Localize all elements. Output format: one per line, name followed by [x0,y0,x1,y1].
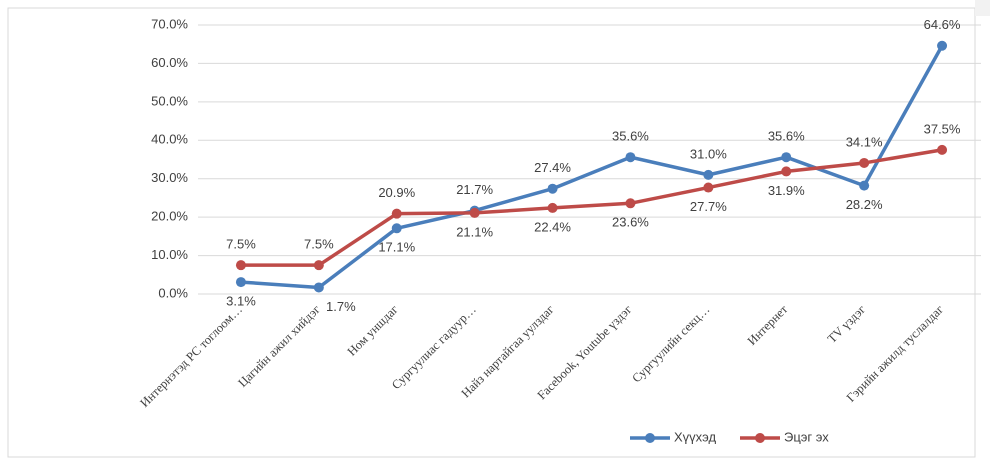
data-label: 21.1% [456,224,493,239]
y-tick-label: 10.0% [151,247,188,262]
point [937,40,948,51]
data-label: 1.7% [326,299,356,314]
data-label: 64.6% [924,17,961,32]
point [391,223,402,234]
point [391,208,402,219]
data-label: 22.4% [534,219,571,234]
y-tick-label: 50.0% [151,93,188,108]
x-tick-label: Сургуулийн секц… [629,302,712,385]
point [937,144,948,155]
point [859,157,870,168]
corner [975,0,990,16]
point [703,169,714,180]
x-tick-label: Сургуулиас гадуур… [389,302,479,392]
legend-label: Эцэг эх [784,429,829,444]
point [235,260,246,271]
y-tick-label: 60.0% [151,55,188,70]
data-label: 3.1% [226,294,256,309]
legend-marker [755,433,765,443]
point [469,207,480,218]
point [625,152,636,163]
data-label: 35.6% [768,129,805,144]
data-label: 34.1% [846,134,883,149]
data-label: 37.5% [924,121,961,136]
data-label: 35.6% [612,129,649,144]
point [547,202,558,213]
data-label: 7.5% [226,237,256,252]
data-label: 27.4% [534,160,571,175]
series-line [240,44,944,290]
data-label: 28.2% [846,197,883,212]
point [703,182,714,193]
y-tick-label: 40.0% [151,132,188,147]
point [781,152,792,163]
data-label: 31.0% [690,146,727,161]
point [313,260,324,271]
data-label: 21.7% [456,182,493,197]
chart-frame [7,7,976,458]
data-label: 17.1% [378,240,415,255]
data-label: 27.7% [690,199,727,214]
point [235,277,246,288]
y-tick-label: 0.0% [158,285,188,300]
data-label: 20.9% [378,185,415,200]
x-tick-label: TV үздэг [825,302,869,346]
x-tick-label: Интернэтэд PC тоглоом… [137,302,245,410]
x-tick-label: Интернет [745,302,791,348]
x-tick-label: Цагийн ажил хийдэг [235,302,323,390]
y-tick-label: 70.0% [151,16,188,31]
series-line [240,148,943,267]
legend-label: Хүүхэд [674,429,717,444]
data-label: 7.5% [304,237,334,252]
data-label: 31.9% [768,183,805,198]
point [781,166,792,177]
y-tick-label: 30.0% [151,170,188,185]
y-tick-label: 20.0% [151,209,188,224]
data-label: 23.6% [612,215,649,230]
point [313,282,324,293]
legend-marker [645,433,655,443]
point [859,180,870,191]
point [625,198,636,209]
point [547,183,558,194]
